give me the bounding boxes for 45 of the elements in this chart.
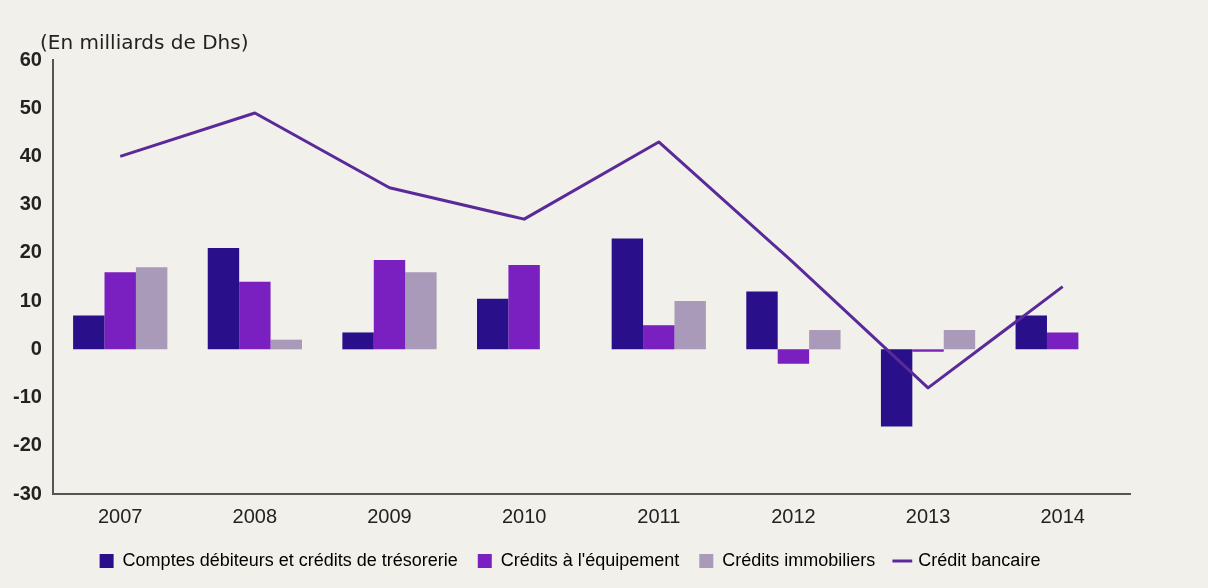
- y-axis-title: (En milliards de Dhs): [40, 30, 249, 54]
- bar: [508, 264, 540, 350]
- x-tick-label: 2013: [905, 504, 951, 527]
- bar: [270, 339, 302, 350]
- y-tick-label: 0: [30, 336, 42, 359]
- bar: [239, 281, 271, 350]
- legend-label: Crédit bancaire: [918, 549, 1041, 570]
- x-tick-label: 2014: [1040, 504, 1085, 527]
- bar: [611, 238, 644, 350]
- y-tick-label: 60: [19, 47, 42, 70]
- x-tick-label: 2010: [501, 504, 547, 527]
- bar: [943, 330, 976, 350]
- bar: [405, 272, 437, 350]
- bar: [777, 349, 810, 364]
- bar: [880, 349, 913, 427]
- bar: [912, 349, 944, 352]
- bar: [135, 267, 168, 350]
- y-tick-label: 40: [19, 143, 42, 166]
- y-tick-label: -20: [13, 433, 42, 456]
- y-tick-label: 20: [19, 240, 42, 263]
- bar: [477, 298, 509, 350]
- legend-label: Crédits à l'équipement: [500, 549, 680, 570]
- y-tick-label: 30: [19, 192, 42, 215]
- x-tick-label: 2009: [367, 504, 412, 527]
- x-tick-label: 2008: [232, 504, 278, 527]
- legend-label: Crédits immobiliers: [722, 549, 876, 570]
- x-tick-label: 2012: [771, 504, 816, 527]
- legend-label: Comptes débiteurs et crédits de trésorerie: [122, 549, 458, 570]
- y-tick-label: 10: [19, 288, 42, 311]
- bar: [809, 330, 841, 350]
- bar: [1015, 315, 1047, 350]
- y-tick-label: -10: [13, 385, 42, 408]
- bar: [746, 291, 778, 350]
- bar: [73, 315, 105, 350]
- bar: [342, 332, 374, 350]
- x-tick-label: 2007: [97, 504, 143, 527]
- bar: [1046, 332, 1079, 350]
- bar: [674, 301, 706, 350]
- x-tick-label: 2011: [637, 504, 681, 527]
- bar: [373, 260, 406, 350]
- bar: [104, 272, 136, 350]
- y-tick-label: -30: [13, 481, 42, 504]
- bar: [207, 248, 240, 350]
- bar: [643, 325, 675, 350]
- y-tick-label: 50: [19, 95, 42, 118]
